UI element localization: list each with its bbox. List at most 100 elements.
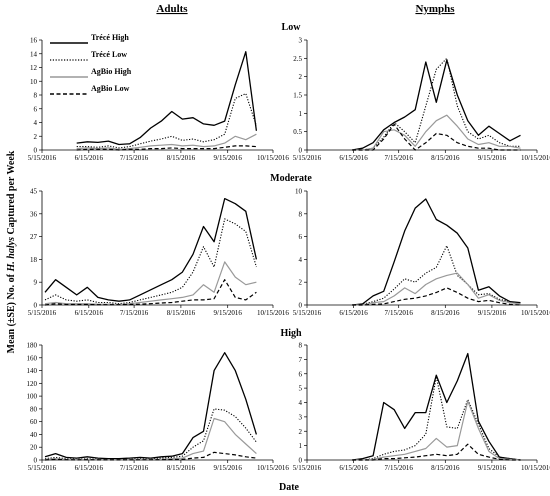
y-tick-label: 4: [299, 256, 303, 264]
series-line-trece-high: [351, 59, 521, 151]
panel-nymphs-low: 0 0.5 1 1.5 2 2.5 3 5/15/2016 6/15/2016 7/15/2016…: [293, 37, 550, 163]
x-tick-label: 10/15/2016: [521, 309, 550, 317]
x-tick-label: 9/15/2016: [214, 464, 243, 472]
x-tick-label: 5/15/2016: [293, 154, 322, 162]
row-title-low: Low: [282, 22, 302, 33]
x-tick-label: 7/15/2016: [385, 309, 414, 317]
panel-nymphs-high: 0 1 2 3 4 5 6 7 8 5/15/2016 6/15/2016 7/15/2016 8/15…: [293, 342, 550, 473]
x-tick-label: 7/15/2016: [385, 464, 414, 472]
series-line-trece-low: [352, 245, 521, 306]
y-tick-label: 0: [34, 457, 38, 465]
x-tick-label: 8/15/2016: [167, 154, 196, 162]
column-title-adults: Adults: [156, 3, 188, 15]
series-line-agbio-low: [352, 443, 521, 461]
legend-item-agbio-low: AgBio Low: [50, 84, 130, 95]
x-tick-label: 10/15/2016: [257, 154, 289, 162]
series-line-agbio-high: [352, 400, 521, 461]
series-line-agbio-high: [44, 261, 257, 306]
x-tick-label: 6/15/2016: [75, 309, 104, 317]
x-tick-label: 9/15/2016: [478, 464, 507, 472]
series-line-trece-low: [44, 218, 257, 305]
legend: Trécé High Trécé Low AgBio High AgBio Low: [50, 33, 132, 95]
y-tick-label: 8: [299, 210, 303, 218]
y-tick-label: 1.5: [293, 92, 302, 100]
series-line-agbio-low: [44, 279, 257, 306]
y-tick-label: 40: [30, 431, 38, 439]
x-tick-label: 8/15/2016: [167, 309, 196, 317]
x-tick-label: 7/15/2016: [120, 464, 149, 472]
series-line-trece-high: [44, 197, 258, 302]
legend-label: Trécé Low: [91, 50, 127, 59]
series-line-trece-low: [352, 57, 521, 151]
legend-label: Trécé High: [91, 33, 129, 42]
x-tick-label: 6/15/2016: [75, 464, 104, 472]
x-tick-label: 10/15/2016: [257, 464, 289, 472]
x-tick-label: 8/15/2016: [431, 464, 460, 472]
series-line-trece-low: [352, 376, 521, 461]
series-line-trece-high: [352, 352, 521, 461]
series-line-agbio-high: [76, 133, 257, 150]
y-tick-label: 10: [30, 78, 38, 86]
y-tick-label: 6: [299, 370, 303, 378]
x-tick-label: 6/15/2016: [339, 464, 368, 472]
series-line-agbio-high: [352, 272, 521, 306]
x-tick-label: 9/15/2016: [478, 309, 507, 317]
x-tick-label: 5/15/2016: [293, 464, 322, 472]
legend-label: AgBio High: [91, 67, 132, 76]
y-tick-label: 18: [30, 256, 38, 264]
panel-adults-moderate: 0 9 18 27 36 45 5/15/2016 6/15/2016 7/15/2016 8/1…: [28, 188, 290, 318]
x-tick-label: 10/15/2016: [521, 154, 550, 162]
legend-item-trece-high: Trécé High: [50, 33, 129, 44]
y-tick-label: 0.5: [293, 128, 302, 136]
y-tick-label: 120: [27, 380, 38, 388]
y-tick-label: 4: [299, 399, 303, 407]
x-tick-label: 9/15/2016: [214, 154, 243, 162]
y-tick-label: 80: [30, 405, 38, 413]
x-tick-label: 5/15/2016: [28, 309, 57, 317]
y-tick-label: 5: [299, 385, 303, 393]
y-axis-label: Mean (±SE) No. of H. halys Captured per …: [6, 150, 17, 353]
x-tick-label: 9/15/2016: [214, 309, 243, 317]
series-line-trece-high: [44, 352, 258, 460]
y-tick-label: 100: [27, 393, 38, 401]
y-tick-label: 9: [34, 279, 38, 287]
x-tick-label: 7/15/2016: [385, 154, 414, 162]
y-tick-label: 0: [299, 302, 303, 310]
row-title-high: High: [280, 328, 302, 339]
series-line-agbio-low: [352, 287, 521, 306]
y-tick-label: 16: [30, 37, 38, 45]
series-line-trece-high: [76, 51, 258, 146]
x-tick-label: 7/15/2016: [120, 309, 149, 317]
y-tick-label: 3: [299, 413, 303, 421]
y-tick-label: 36: [30, 210, 38, 218]
y-tick-label: 2: [299, 73, 303, 81]
x-tick-label: 6/15/2016: [339, 154, 368, 162]
series-line-agbio-high: [352, 114, 521, 151]
x-tick-label: 5/15/2016: [28, 464, 57, 472]
x-tick-label: 10/15/2016: [257, 309, 289, 317]
y-tick-label: 8: [34, 92, 38, 100]
series-line-trece-high: [352, 198, 521, 306]
y-tick-label: 0: [34, 302, 38, 310]
y-tick-label: 7: [299, 356, 303, 364]
y-tick-label: 2.5: [293, 55, 302, 63]
y-tick-label: 1: [299, 110, 303, 118]
panel-adults-high: 0 20 40 60 80 100 120 140 160 180 5/15/2016 6/15/20…: [27, 342, 290, 473]
x-tick-label: 5/15/2016: [293, 309, 322, 317]
y-tick-label: 14: [30, 50, 38, 58]
x-tick-label: 8/15/2016: [431, 309, 460, 317]
y-tick-label: 45: [30, 188, 38, 196]
x-axis-label: Date: [279, 482, 300, 493]
panel-adults-low: 0 2 4 6 8 10 12 14 16 5/15/2016 6/15/2016 7/15/2016…: [28, 37, 290, 163]
y-tick-label: 0: [299, 147, 303, 155]
y-tick-label: 4: [34, 119, 38, 127]
x-tick-label: 8/15/2016: [167, 464, 196, 472]
x-tick-label: 9/15/2016: [478, 154, 507, 162]
y-tick-label: 20: [30, 444, 38, 452]
y-tick-label: 60: [30, 418, 38, 426]
column-title-nymphs: Nymphs: [415, 3, 455, 15]
y-tick-label: 27: [30, 233, 38, 241]
y-tick-label: 10: [295, 188, 303, 196]
